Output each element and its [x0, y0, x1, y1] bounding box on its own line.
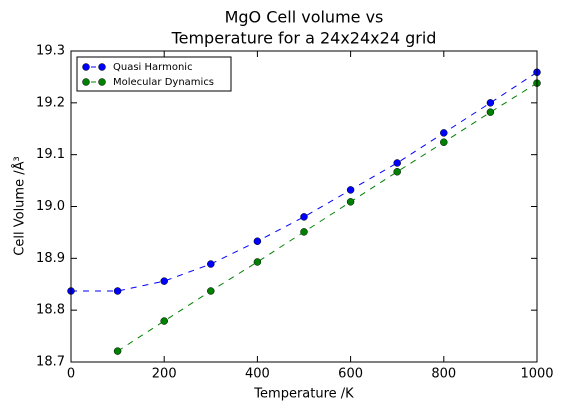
- data-point: [393, 159, 401, 167]
- data-point: [346, 186, 355, 194]
- series-line: [117, 82, 538, 352]
- data-point: [300, 213, 308, 221]
- x-tick-label: 400: [245, 367, 270, 382]
- y-axis-label: Cell Volume /Å³: [12, 156, 28, 255]
- legend-label: Quasi Harmonic: [113, 62, 193, 73]
- y-tick-label: 19.2: [36, 95, 65, 110]
- y-tick-label: 18.7: [36, 355, 65, 370]
- data-point: [253, 237, 262, 245]
- data-point: [253, 258, 262, 266]
- data-point: [486, 99, 495, 107]
- legend-marker: [98, 63, 106, 71]
- chart-title: Temperature for a 24x24x24 grid: [171, 29, 437, 48]
- plot-frame: [70, 50, 538, 363]
- x-tick-label: 600: [338, 367, 363, 382]
- data-point: [440, 138, 448, 146]
- y-tick-label: 19.3: [36, 44, 65, 59]
- legend-marker: [82, 63, 90, 71]
- series-line: [71, 71, 538, 292]
- y-tick-label: 19.1: [36, 147, 65, 162]
- data-point: [160, 317, 168, 325]
- legend-marker: [98, 78, 106, 86]
- x-tick-label: 800: [431, 367, 456, 382]
- y-tick-label: 19.0: [36, 199, 65, 214]
- legend-label: Molecular Dynamics: [113, 77, 214, 88]
- data-point: [440, 129, 448, 137]
- data-point: [113, 287, 122, 295]
- data-point: [300, 228, 308, 236]
- y-tick-label: 18.8: [36, 303, 65, 318]
- data-point: [346, 198, 355, 206]
- x-tick-label: 200: [152, 367, 177, 382]
- y-tick-label: 18.9: [36, 251, 65, 266]
- x-axis-label: Temperature /K: [253, 387, 354, 402]
- chart-title: MgO Cell volume vs: [225, 8, 384, 27]
- data-point: [207, 287, 215, 295]
- legend-marker: [82, 78, 90, 86]
- x-tick-label: 1000: [520, 367, 553, 382]
- data-point: [113, 347, 122, 355]
- data-point: [393, 168, 401, 176]
- x-tick-label: 0: [67, 367, 75, 382]
- data-point: [486, 108, 495, 116]
- data-point: [207, 260, 215, 268]
- data-point: [160, 277, 168, 285]
